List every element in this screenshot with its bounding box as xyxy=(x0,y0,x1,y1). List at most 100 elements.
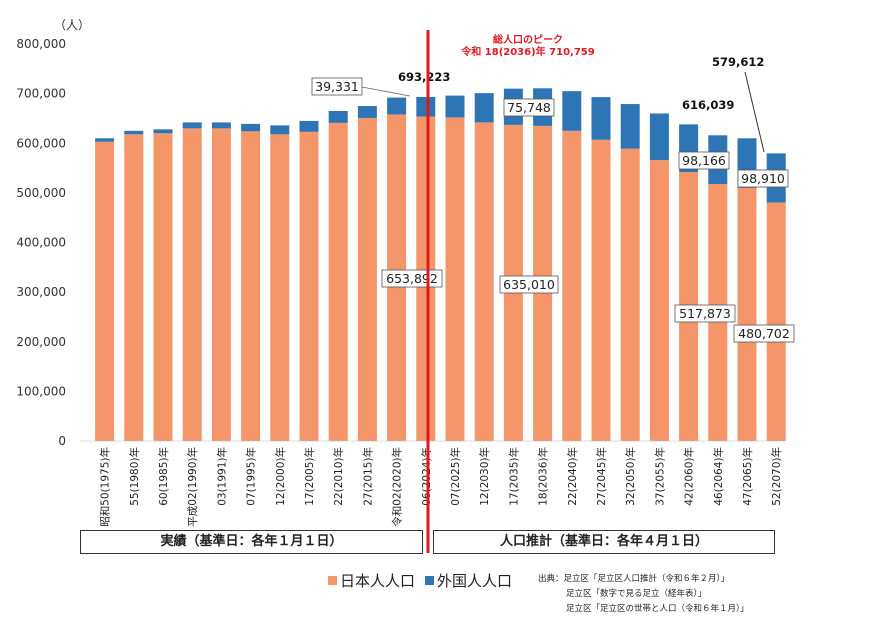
x-tick-label: 07(2025)年 xyxy=(449,447,462,506)
x-tick-label: 12(2000)年 xyxy=(274,447,287,506)
y-tick-label: 500,000 xyxy=(16,186,66,200)
total-2024-label: 693,223 xyxy=(398,70,450,84)
y-tick-label: 700,000 xyxy=(16,87,66,101)
actual-period-label: 実績（基準日：各年１月１日） xyxy=(80,530,423,554)
bar-foreign-10 xyxy=(387,97,407,115)
x-tick-label: 47(2065)年 xyxy=(741,447,754,506)
bar-japanese-19 xyxy=(649,160,669,441)
legend: 日本人人口 外国人人口 xyxy=(328,570,522,591)
boxed-label-653892: 653,892 xyxy=(381,269,443,288)
svg-text:98,910: 98,910 xyxy=(741,171,785,186)
bar-foreign-0 xyxy=(95,138,115,142)
bar-japanese-0 xyxy=(95,141,115,442)
boxed-label-517873: 517,873 xyxy=(674,304,736,323)
peak-value: 令和 18(2036)年 710,759 xyxy=(460,45,594,58)
y-tick-label: 400,000 xyxy=(16,236,66,250)
source-line-2: 足立区「数字で見る足立（経年表）」 xyxy=(566,589,707,599)
peak-title: 総人口のピーク xyxy=(493,33,563,46)
source-line-3: 足立区「足立区の世帯と人口（令和６年１月）」 xyxy=(566,604,749,614)
y-axis: 800,000 700,000 600,000 500,000 400,000 300,0… xyxy=(16,37,66,448)
x-tick-label: 平成02(1990)年 xyxy=(186,447,199,527)
x-tick-label: 12(2030)年 xyxy=(478,447,491,506)
y-tick-label: 600,000 xyxy=(16,136,66,150)
x-tick-label: 22(2040)年 xyxy=(566,447,579,506)
bar-japanese-23 xyxy=(766,202,786,441)
bar-foreign-8 xyxy=(328,110,348,123)
svg-text:75,748: 75,748 xyxy=(507,100,551,115)
bar-japanese-8 xyxy=(328,122,348,441)
legend-item-foreign: 外国人人口 xyxy=(425,570,512,591)
total-2070-label: 579,612 xyxy=(712,55,764,69)
y-tick-label: 100,000 xyxy=(16,384,66,398)
x-tick-label: 37(2055)年 xyxy=(653,447,666,506)
x-tick-label: 46(2064)年 xyxy=(712,447,725,506)
source-line-1: 出典：足立区「足立区人口推計（令和６年２月）」 xyxy=(538,574,730,584)
legend-swatch-foreign xyxy=(425,576,435,585)
bar-foreign-4 xyxy=(211,122,231,129)
y-tick-label: 800,000 xyxy=(16,37,66,51)
boxed-label-635010: 635,010 xyxy=(499,275,559,294)
x-tick-label: 17(2035)年 xyxy=(507,447,520,506)
boxed-label-75748: 75,748 xyxy=(503,98,555,117)
x-tick-label: 昭和50(1975)年 xyxy=(99,447,112,527)
bar-foreign-13 xyxy=(474,93,494,123)
svg-text:517,873: 517,873 xyxy=(679,306,731,321)
bar-japanese-1 xyxy=(124,134,144,441)
x-tick-label: 18(2036)年 xyxy=(537,447,550,506)
svg-text:653,892: 653,892 xyxy=(386,271,438,286)
y-unit-label: （人） xyxy=(54,18,90,32)
x-tick-label: 42(2060)年 xyxy=(683,447,696,506)
x-tick-label: 03(1991)年 xyxy=(215,447,228,506)
x-tick-label: 27(2015)年 xyxy=(361,447,374,506)
boxed-label-98910: 98,910 xyxy=(737,169,789,188)
annotations: 693,223 616,039 579,612 総人口のピーク 令和 18(20… xyxy=(311,33,795,343)
legend-swatch-japanese xyxy=(328,576,337,585)
bar-japanese-2 xyxy=(153,133,173,441)
svg-text:98,166: 98,166 xyxy=(682,153,726,168)
bar-foreign-2 xyxy=(153,129,173,134)
total-2064-label: 616,039 xyxy=(682,98,734,112)
boxed-label-98166: 98,166 xyxy=(678,151,730,170)
bar-japanese-7 xyxy=(299,131,319,441)
boxed-label-480702: 480,702 xyxy=(733,324,795,343)
bar-japanese-22 xyxy=(737,187,757,441)
x-tick-label: 27(2045)年 xyxy=(595,447,608,506)
y-tick-label: 0 xyxy=(58,434,66,448)
bar-foreign-9 xyxy=(357,106,377,118)
bar-foreign-11 xyxy=(416,96,436,117)
bar-foreign-7 xyxy=(299,120,319,132)
legend-item-japanese: 日本人人口 xyxy=(328,570,415,591)
bar-foreign-12 xyxy=(445,95,465,118)
bar-japanese-16 xyxy=(562,130,582,441)
bar-foreign-3 xyxy=(182,122,202,129)
leader-line-579612 xyxy=(744,71,765,153)
bar-foreign-16 xyxy=(562,91,582,131)
projection-period-label: 人口推計（基準日：各年４月１日） xyxy=(433,530,775,554)
x-tick-label: 55(1980)年 xyxy=(128,447,141,506)
x-tick-label: 06(2024)年 xyxy=(420,447,433,506)
y-tick-label: 300,000 xyxy=(16,285,66,299)
boxed-label-39331: 39,331 xyxy=(311,77,363,96)
bar-foreign-5 xyxy=(241,123,261,132)
bar-japanese-13 xyxy=(474,122,494,441)
leader-line-39331 xyxy=(361,86,411,97)
bar-japanese-4 xyxy=(211,128,231,442)
x-tick-label: 07(1995)年 xyxy=(245,447,258,506)
bar-japanese-9 xyxy=(357,117,377,441)
y-tick-label: 200,000 xyxy=(16,335,66,349)
x-tick-label: 32(2050)年 xyxy=(624,447,637,506)
bar-japanese-17 xyxy=(591,139,611,441)
x-tick-label: 60(1985)年 xyxy=(157,447,170,506)
bar-foreign-6 xyxy=(270,125,290,135)
x-tick-label: 令和02(2020)年 xyxy=(391,447,404,527)
svg-text:480,702: 480,702 xyxy=(738,326,790,341)
bar-foreign-1 xyxy=(124,130,144,135)
bar-japanese-18 xyxy=(620,148,640,442)
x-axis-labels: 昭和50(1975)年 55(1980)年 60(1985)年 平成02(1990)年… xyxy=(99,447,784,527)
x-tick-label: 17(2005)年 xyxy=(303,447,316,506)
bar-japanese-12 xyxy=(445,117,465,441)
bars xyxy=(80,88,786,442)
x-tick-label: 52(2070)年 xyxy=(770,447,783,506)
bar-foreign-18 xyxy=(620,104,640,149)
